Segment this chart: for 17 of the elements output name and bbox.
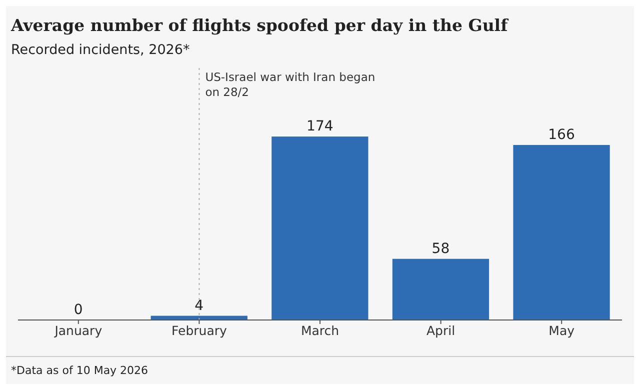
x-tick-label: April [426, 322, 456, 338]
x-tick-label: January [54, 322, 103, 338]
data-label: 166 [548, 126, 575, 143]
text: *Data as of 10 May 2026 [11, 364, 148, 377]
data-label: 174 [306, 118, 334, 135]
bar [513, 144, 610, 320]
bar [272, 136, 368, 320]
data-label: 4 [194, 298, 204, 314]
data-label: 58 [432, 240, 450, 257]
x-tick-label: February [172, 322, 228, 338]
x-tick-label: March [300, 322, 340, 338]
x-tick-label: May [548, 322, 576, 338]
bar [392, 258, 490, 320]
data-label: 0 [74, 302, 83, 318]
chart-subtitle: Recorded incidents, 2026* [11, 42, 190, 58]
chart-title: Average number of flights spoofed per day in the Gulf [11, 16, 508, 35]
ref-line-label: US-Israel war with Iran began on 28/2 [205, 70, 376, 100]
